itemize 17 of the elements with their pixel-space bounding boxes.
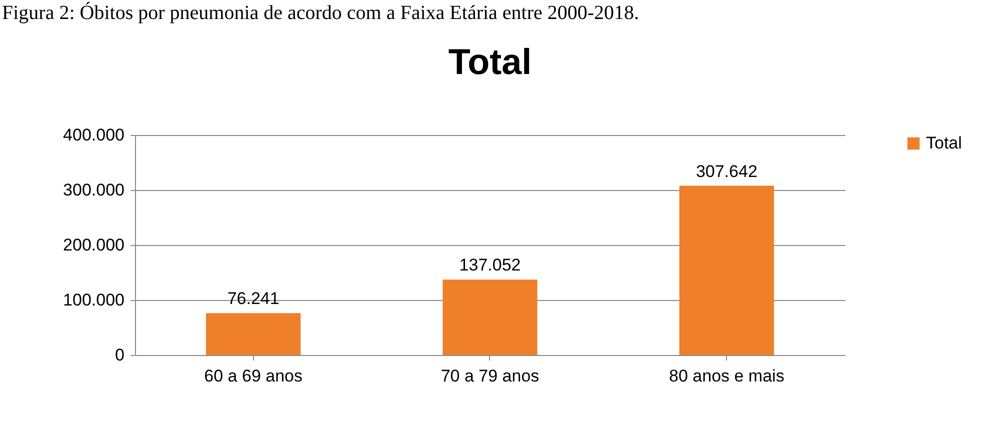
y-tick-label: 200.000 <box>63 236 124 254</box>
x-tick-label: 60 a 69 anos <box>204 366 302 386</box>
data-label: 76.241 <box>227 289 280 308</box>
data-label: 137.052 <box>459 256 521 275</box>
bar <box>442 280 538 355</box>
data-label: 307.642 <box>696 162 758 181</box>
y-tick-label: 100.000 <box>63 290 124 310</box>
bar <box>679 186 774 355</box>
text: Figura 2: Óbitos por pneumonia de acordo com a Faixa Etária entre 2000-2018. <box>2 1 640 24</box>
y-tick-label: 300.000 <box>63 180 124 200</box>
legend-label: Total <box>926 134 962 152</box>
bar <box>206 313 301 355</box>
x-tick-label: 70 a 79 anos <box>440 366 540 386</box>
y-tick-label: 0 <box>115 346 124 364</box>
y-tick-label: 400.000 <box>63 126 124 144</box>
x-tick-label: 80 anos e mais <box>669 366 784 386</box>
chart-title: Total <box>448 41 532 82</box>
